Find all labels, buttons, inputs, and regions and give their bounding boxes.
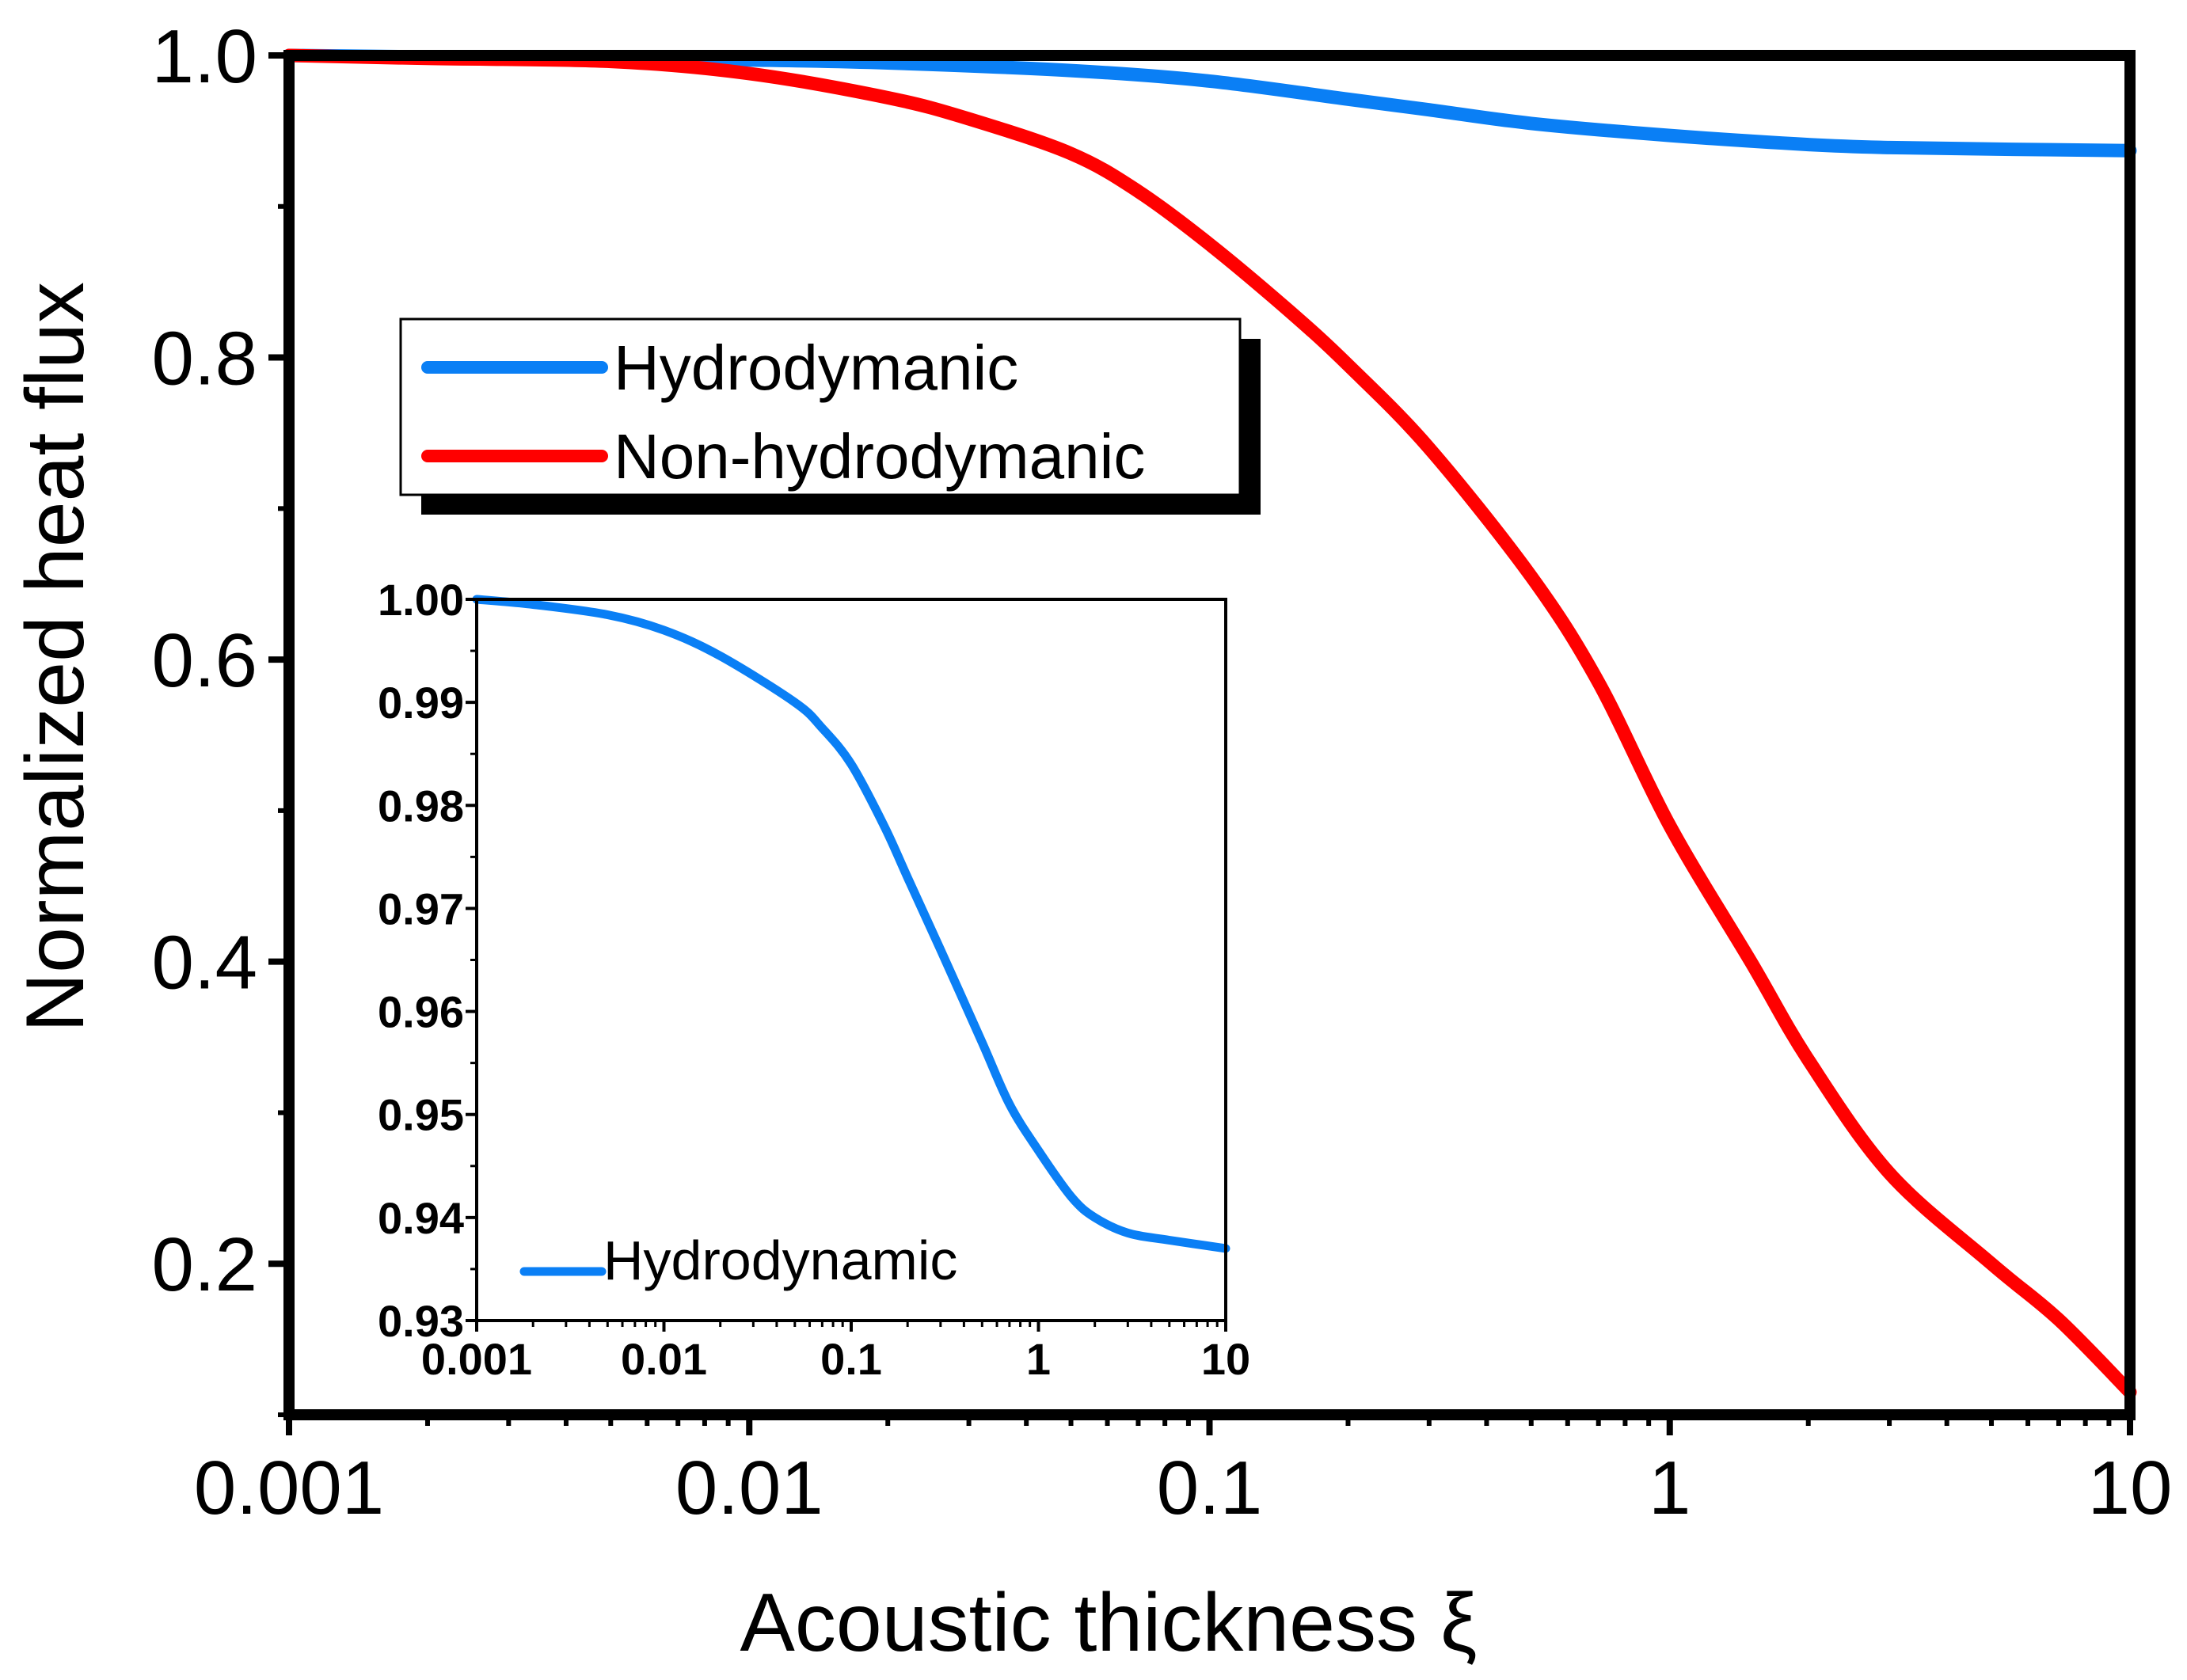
main-x-axis-title: Acoustic thickness ξ: [740, 1577, 1478, 1669]
main-x-tick-label: 0.1: [1157, 1446, 1262, 1530]
inset-y-tick-label: 0.95: [378, 1090, 464, 1140]
inset-y-tick-label: 0.96: [378, 987, 464, 1037]
main-y-axis-title: Normalized heat flux: [10, 282, 101, 1032]
inset-y-tick-label: 0.94: [378, 1193, 464, 1243]
inset-series-layer: [472, 595, 1230, 1253]
inset-y-tick-label: 0.97: [378, 884, 464, 933]
inset-background: [477, 599, 1226, 1321]
inset-x-tick-label: 0.001: [421, 1334, 532, 1384]
main-series-non-hydrodymanic-line: [282, 48, 2137, 1399]
legend-label-non-hydrodymanic: Non-hydrodymanic: [614, 421, 1145, 492]
main-tick-layer: 0.001 0.01 0.1 1 10 0.2 0.4 0.6 0.8 1.0: [152, 14, 2173, 1530]
inset-x-tick-label: 0.01: [621, 1334, 707, 1384]
inset-y-tick-label: 0.99: [378, 678, 464, 728]
main-x-tick-label: 0.001: [194, 1446, 384, 1530]
legend-box: [399, 317, 1242, 496]
main-x-tick-label: 0.01: [675, 1446, 823, 1530]
inset-plot: 0.001 0.01 0.1 1 10 0.93 0.94 0.95 0.96 0.97 0.98 0…: [378, 575, 1250, 1384]
inset-y-tick-label: 0.98: [378, 781, 464, 830]
inset-series-hydrodynamic-line: [472, 595, 1230, 1253]
legend-label-hydrodymanic: Hydrodymanic: [614, 333, 1018, 403]
main-x-tick-label: 1: [1649, 1446, 1691, 1530]
inset-tick-layer: 0.001 0.01 0.1 1 10 0.93 0.94 0.95 0.96 0.97 0.98 0…: [378, 575, 1250, 1384]
main-y-tick-label: 0.6: [152, 618, 257, 703]
inset-x-tick-label: 10: [1201, 1334, 1250, 1384]
main-y-tick-label: 0.8: [152, 317, 257, 401]
main-legend: Hydrodymanic Non-hydrodymanic: [399, 317, 1261, 515]
inset-y-tick-label: 1.00: [378, 575, 464, 625]
main-y-tick-label: 0.2: [152, 1222, 257, 1307]
main-x-tick-label: 10: [2088, 1446, 2173, 1530]
inset-y-tick-label: 0.93: [378, 1296, 464, 1346]
main-y-tick-label: 1.0: [152, 14, 257, 99]
main-y-tick-label: 0.4: [152, 921, 257, 1005]
inset-x-tick-label: 0.1: [820, 1334, 882, 1384]
main-plot: 0.001 0.01 0.1 1 10 0.2 0.4 0.6 0.8 1.0 Acoustic …: [10, 14, 2172, 1669]
inset-legend-label-hydrodynamic: Hydrodynamic: [603, 1230, 957, 1291]
inset-x-tick-label: 1: [1026, 1334, 1051, 1384]
